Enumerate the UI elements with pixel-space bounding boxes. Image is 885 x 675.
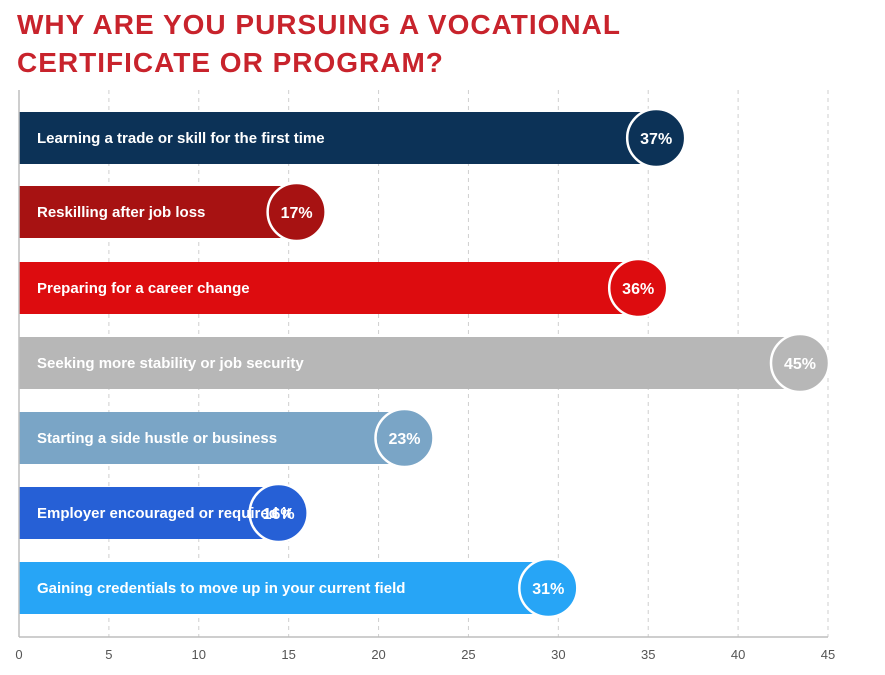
bar-group: 16%Employer encouraged or required it bbox=[19, 482, 309, 544]
bar-group: 45% Seeking more stability or job securit… bbox=[19, 332, 831, 394]
x-tick-label: 5 bbox=[105, 647, 112, 662]
value-label: 17% bbox=[281, 205, 313, 222]
x-tick-label: 10 bbox=[192, 647, 206, 662]
category-label: Employer encouraged or required it bbox=[37, 505, 291, 522]
value-bubble bbox=[625, 107, 687, 169]
bar-group: 31% Gaining credentials to move up in you… bbox=[19, 557, 579, 619]
bar bbox=[19, 112, 657, 164]
x-tick-label: 0 bbox=[15, 647, 22, 662]
value-bubble bbox=[607, 257, 669, 319]
x-tick-label: 20 bbox=[371, 647, 385, 662]
x-tick-label: 15 bbox=[281, 647, 295, 662]
bar bbox=[19, 412, 405, 464]
value-bubble bbox=[248, 482, 309, 544]
value-bubble bbox=[769, 332, 831, 394]
value-label: 16% bbox=[263, 506, 295, 523]
bar bbox=[19, 186, 297, 238]
bar bbox=[19, 262, 639, 314]
chart-title-line-1: WHY ARE YOU PURSUING A VOCATIONAL bbox=[17, 9, 621, 40]
bar-group: 17% Reskilling after job loss bbox=[19, 181, 327, 243]
bars: 37% Learning a trade or skill for the fir… bbox=[19, 107, 831, 619]
value-bubble bbox=[518, 557, 579, 619]
x-tick-label: 40 bbox=[731, 647, 745, 662]
category-label: Gaining credentials to move up in your c… bbox=[37, 580, 405, 597]
bar bbox=[19, 562, 549, 614]
value-label: 23% bbox=[388, 431, 420, 448]
value-bubble bbox=[374, 407, 435, 469]
bar bbox=[19, 337, 800, 389]
category-label: Learning a trade or skill for the first … bbox=[37, 130, 325, 147]
chart-title: WHY ARE YOU PURSUING A VOCATIONAL CERTIF… bbox=[17, 6, 621, 82]
category-label: Starting a side hustle or business bbox=[37, 430, 277, 447]
category-label: Reskilling after job loss bbox=[37, 204, 205, 221]
x-tick-label: 45 bbox=[821, 647, 835, 662]
category-label: Preparing for a career change bbox=[37, 280, 250, 297]
value-label: 31% bbox=[532, 581, 564, 598]
x-tick-label: 30 bbox=[551, 647, 565, 662]
chart-title-line-2: CERTIFICATE OR PROGRAM? bbox=[17, 47, 444, 78]
x-tick-label: 35 bbox=[641, 647, 655, 662]
value-label: 37% bbox=[640, 131, 672, 148]
x-axis: 0 5 10 15 20 25 30 35 40 45 bbox=[15, 90, 835, 662]
value-label: 36% bbox=[622, 281, 654, 298]
x-tick-label: 25 bbox=[461, 647, 475, 662]
bar-group: 36% Preparing for a career change bbox=[19, 257, 669, 319]
bar-group: 23% Starting a side hustle or business bbox=[19, 407, 435, 469]
bar-group: 37% Learning a trade or skill for the fir… bbox=[19, 107, 687, 169]
category-label: Seeking more stability or job security bbox=[37, 355, 304, 372]
value-label: 45% bbox=[784, 356, 816, 373]
bar bbox=[19, 487, 279, 539]
value-bubble bbox=[266, 181, 327, 243]
